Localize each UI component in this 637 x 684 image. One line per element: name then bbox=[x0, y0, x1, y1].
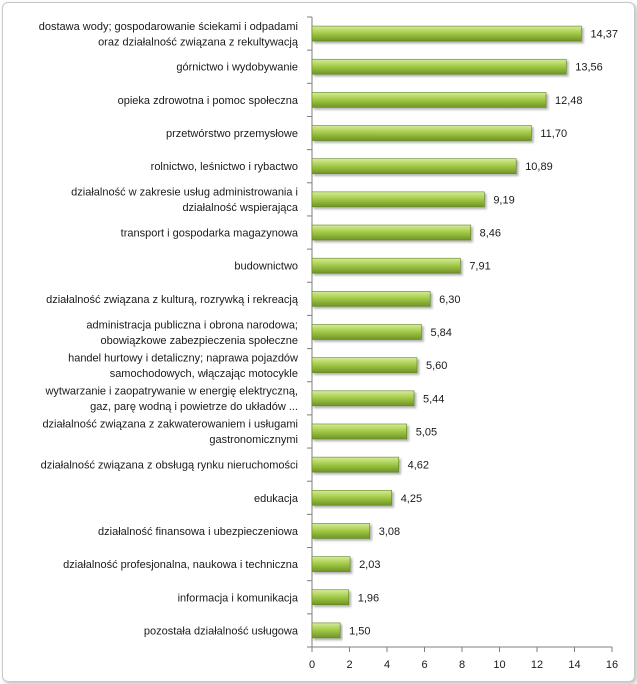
category-label: edukacja bbox=[254, 493, 299, 505]
category-label: handel hurtowy i detaliczny; naprawa poj… bbox=[68, 352, 298, 380]
bar bbox=[311, 92, 547, 108]
bar bbox=[311, 622, 341, 639]
category-label: działalność finansowa i ubezpieczeniowa bbox=[98, 526, 299, 538]
x-tick-label: 12 bbox=[531, 659, 543, 671]
category-label: działalność w zakresie usług administrow… bbox=[71, 187, 299, 215]
x-tick-label: 2 bbox=[346, 659, 352, 671]
data-label: 5,84 bbox=[431, 327, 452, 339]
data-label: 10,89 bbox=[525, 161, 553, 173]
data-label: 2,03 bbox=[359, 559, 380, 571]
data-label: 5,60 bbox=[426, 360, 447, 372]
category-label: działalność związana z obsługą rynku nie… bbox=[41, 460, 298, 472]
bar bbox=[311, 291, 431, 307]
bar bbox=[311, 191, 485, 208]
category-label: informacja i komunikacja bbox=[178, 592, 299, 604]
bar bbox=[311, 224, 471, 241]
bar bbox=[311, 257, 461, 274]
data-label: 13,56 bbox=[575, 62, 603, 74]
x-tick-label: 10 bbox=[493, 659, 505, 671]
bar bbox=[311, 357, 418, 373]
bar bbox=[311, 456, 399, 473]
data-label: 9,19 bbox=[493, 194, 514, 206]
data-label: 14,37 bbox=[590, 29, 618, 41]
x-tick-label: 6 bbox=[421, 659, 427, 671]
data-label: 11,70 bbox=[540, 128, 567, 140]
category-label: rolnictwo, leśnictwo i rybactwo bbox=[151, 161, 298, 173]
category-label: administracja publiczna i obrona narodow… bbox=[86, 319, 298, 347]
data-label: 7,91 bbox=[469, 261, 490, 273]
category-label: wytwarzanie i zaopatrywanie w energię el… bbox=[44, 386, 298, 414]
data-label: 5,05 bbox=[416, 426, 437, 438]
data-label: 6,30 bbox=[439, 294, 460, 306]
category-label: działalność profesjonalna, naukowa i tec… bbox=[63, 559, 299, 571]
category-label: górnictwo i wydobywanie bbox=[176, 62, 298, 74]
x-tick-label: 14 bbox=[568, 659, 580, 671]
bar bbox=[311, 489, 392, 506]
data-label: 3,08 bbox=[379, 526, 400, 538]
category-label: działalność związana z kulturą, rozrywką… bbox=[46, 294, 299, 306]
data-label: 4,62 bbox=[408, 460, 429, 472]
data-label: 1,96 bbox=[358, 592, 379, 604]
bar bbox=[311, 589, 350, 606]
bar bbox=[311, 556, 351, 572]
bar bbox=[311, 158, 517, 175]
data-label: 5,44 bbox=[423, 393, 444, 405]
bar bbox=[311, 25, 582, 42]
category-label: przetwórstwo przemysłowe bbox=[166, 128, 298, 140]
x-tick-label: 0 bbox=[309, 659, 315, 671]
bar bbox=[311, 58, 567, 75]
category-label: dostawa wody; gospodarowanie ściekami i … bbox=[39, 21, 299, 49]
bar bbox=[311, 390, 415, 407]
category-label: działalność związana z zakwaterowaniem i… bbox=[42, 419, 298, 447]
data-label: 4,25 bbox=[401, 493, 422, 505]
data-label: 12,48 bbox=[555, 95, 583, 107]
data-label: 8,46 bbox=[480, 228, 501, 240]
category-label: opieka zdrowotna i pomoc społeczna bbox=[118, 95, 299, 107]
bar bbox=[311, 523, 371, 539]
category-label: budownictwo bbox=[234, 261, 298, 273]
x-tick-label: 4 bbox=[384, 659, 390, 671]
bar bbox=[311, 125, 532, 141]
bar bbox=[311, 324, 422, 340]
bar bbox=[311, 423, 407, 440]
data-label: 1,50 bbox=[349, 625, 370, 637]
category-label: pozostała działalność usługowa bbox=[144, 625, 299, 637]
category-label: transport i gospodarka magazynowa bbox=[121, 228, 299, 240]
x-tick-label: 8 bbox=[459, 659, 465, 671]
x-tick-label: 16 bbox=[606, 659, 618, 671]
